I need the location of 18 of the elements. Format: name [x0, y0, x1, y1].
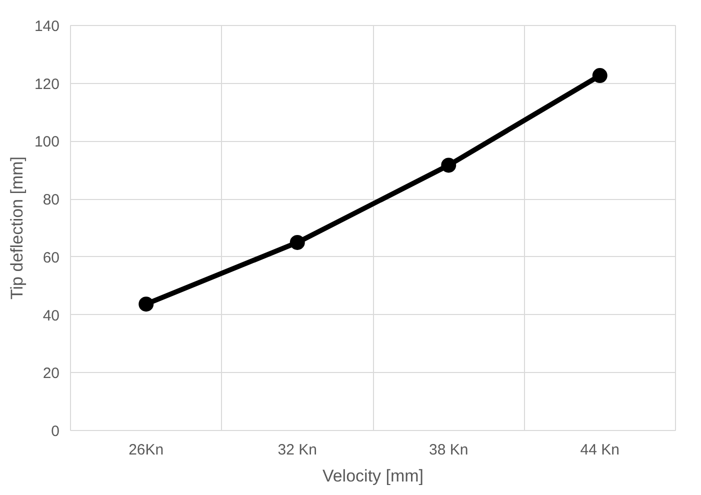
y-axis-title: Tip deflection [mm]: [7, 156, 26, 300]
x-tick-label: 32 Kn: [278, 442, 317, 458]
point: [138, 296, 154, 312]
y-tick-label: 120: [34, 76, 60, 93]
y-tick-label: 100: [34, 134, 60, 151]
y-tick-label: 140: [34, 18, 60, 35]
x-axis-title: Velocity [mm]: [322, 466, 424, 486]
y-tick-label: 0: [51, 423, 60, 440]
y-tick-label: 60: [42, 249, 60, 266]
y-tick-label: 40: [42, 307, 60, 324]
point: [290, 234, 305, 250]
x-tick-label: 44 Kn: [580, 442, 620, 458]
y-tick-label: 20: [42, 365, 60, 382]
point: [441, 158, 456, 173]
x-tick-label: 26Kn: [128, 442, 164, 458]
y-tick-label: 80: [42, 192, 60, 209]
point: [592, 68, 608, 84]
x-tick-label: 38 Kn: [429, 442, 468, 458]
